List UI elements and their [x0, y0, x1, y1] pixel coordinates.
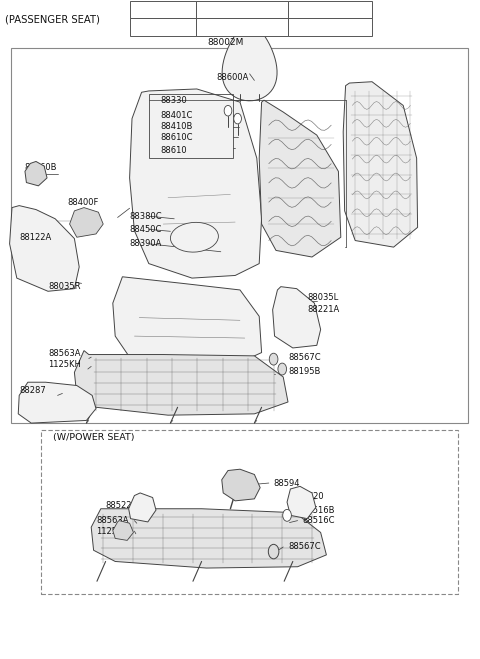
- Circle shape: [224, 105, 232, 116]
- Text: 88567C: 88567C: [288, 353, 321, 362]
- Circle shape: [268, 544, 279, 559]
- Text: 88380C: 88380C: [130, 212, 162, 221]
- Text: 88221A: 88221A: [307, 305, 339, 314]
- Text: 88410B: 88410B: [161, 122, 193, 131]
- Bar: [288, 18, 372, 36]
- Text: 1125KH: 1125KH: [48, 360, 81, 369]
- Text: 88035R: 88035R: [48, 281, 81, 291]
- Text: 88035L: 88035L: [307, 293, 338, 302]
- Polygon shape: [129, 493, 156, 522]
- Polygon shape: [343, 82, 418, 247]
- Text: 88594: 88594: [274, 478, 300, 488]
- Circle shape: [269, 353, 278, 365]
- Polygon shape: [113, 277, 262, 366]
- Text: SEAT ASSY: SEAT ASSY: [306, 22, 354, 32]
- Text: (PASSENGER SEAT): (PASSENGER SEAT): [5, 14, 100, 24]
- Polygon shape: [91, 509, 326, 568]
- Text: 20060301~: 20060301~: [136, 22, 190, 32]
- Bar: [41, 430, 458, 594]
- Text: 88390A: 88390A: [130, 239, 162, 248]
- Polygon shape: [222, 469, 260, 501]
- Text: 88460B: 88460B: [24, 163, 57, 172]
- Text: 1125KH: 1125KH: [96, 527, 129, 536]
- Text: PODS: PODS: [229, 22, 254, 32]
- Polygon shape: [287, 486, 316, 519]
- Circle shape: [234, 113, 241, 124]
- Text: 88450C: 88450C: [130, 225, 162, 234]
- Text: 88516B: 88516B: [302, 506, 335, 515]
- Text: 88287: 88287: [19, 386, 46, 395]
- Bar: [130, 1, 196, 18]
- Text: 88567C: 88567C: [288, 542, 321, 552]
- Bar: [11, 48, 468, 423]
- Bar: [130, 18, 196, 36]
- Polygon shape: [273, 287, 321, 348]
- Text: 88002M: 88002M: [207, 38, 244, 47]
- Bar: [149, 94, 233, 158]
- Text: 88400F: 88400F: [67, 198, 98, 208]
- Text: 88610: 88610: [161, 146, 187, 155]
- Text: 88122A: 88122A: [19, 233, 51, 242]
- Polygon shape: [130, 89, 262, 278]
- Ellipse shape: [170, 222, 218, 252]
- Text: SENSOR TYPE: SENSOR TYPE: [211, 5, 273, 14]
- Text: 88563A: 88563A: [96, 516, 129, 525]
- Polygon shape: [222, 24, 277, 101]
- Text: ASSY: ASSY: [318, 5, 341, 14]
- Polygon shape: [70, 208, 103, 237]
- Polygon shape: [18, 382, 96, 423]
- Text: 88720: 88720: [298, 492, 324, 501]
- Polygon shape: [259, 100, 341, 257]
- Text: (W/POWER SEAT): (W/POWER SEAT): [53, 433, 134, 442]
- Text: 88610C: 88610C: [161, 132, 193, 142]
- Text: 88600A: 88600A: [216, 73, 248, 82]
- Bar: [196, 18, 288, 36]
- Text: 88522A: 88522A: [106, 501, 138, 510]
- Text: Period: Period: [149, 5, 177, 14]
- Text: 88195B: 88195B: [288, 366, 320, 376]
- Text: 88563A: 88563A: [48, 349, 81, 358]
- Polygon shape: [25, 161, 47, 186]
- Bar: [196, 1, 288, 18]
- Polygon shape: [74, 351, 288, 415]
- Polygon shape: [10, 206, 79, 291]
- Text: 88330: 88330: [161, 96, 188, 105]
- Text: 88401C: 88401C: [161, 111, 193, 121]
- Text: 88516C: 88516C: [302, 516, 335, 525]
- Polygon shape: [113, 521, 133, 540]
- Bar: [288, 1, 372, 18]
- Circle shape: [283, 509, 291, 521]
- Circle shape: [278, 363, 287, 375]
